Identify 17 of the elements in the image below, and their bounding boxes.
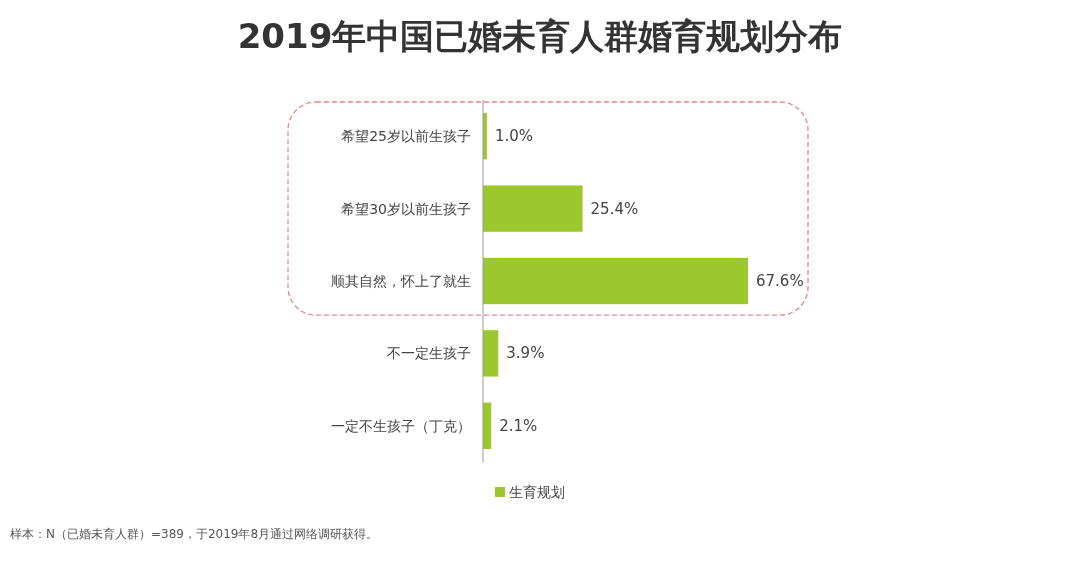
chart-title: 2019年中国已婚未育人群婚育规划分布 (237, 16, 843, 56)
y-tick-label: 不一定生孩子 (387, 345, 471, 362)
y-tick-label: 希望25岁以前生孩子 (341, 128, 471, 145)
bar (483, 257, 748, 305)
legend: 生育规划 (495, 484, 565, 500)
data-label: 25.4% (590, 199, 639, 218)
data-label: 67.6% (756, 272, 804, 290)
text: 样本：N（已婚未育人群）=389，于2019年8月通过网络调研获得。 (10, 527, 379, 541)
y-tick-label: 一定不生孩子（丁克） (331, 417, 471, 434)
y-tick-label: 顺其自然，怀上了就生 (331, 273, 471, 289)
legend-label: 生育规划 (509, 484, 565, 500)
data-label: 2.1% (499, 416, 538, 435)
data-label: 3.9% (506, 344, 545, 363)
data-label: 1.0% (494, 127, 534, 146)
bar (483, 185, 583, 232)
bar (483, 330, 499, 377)
y-tick-label: 希望30岁以前生孩子 (341, 200, 471, 217)
